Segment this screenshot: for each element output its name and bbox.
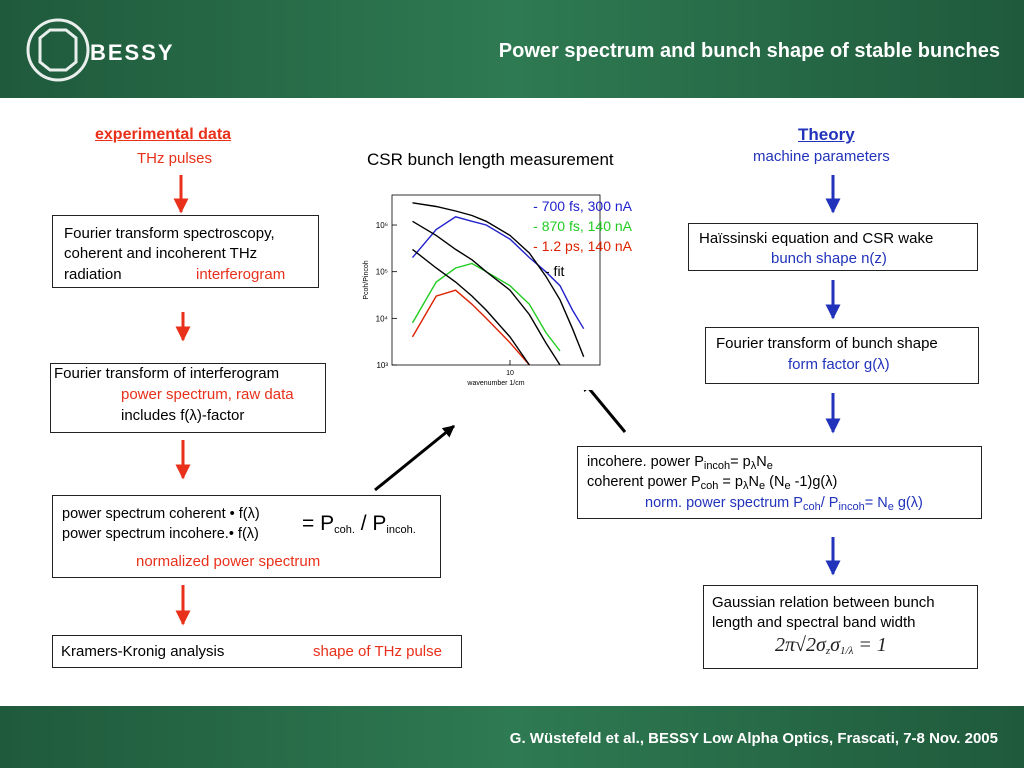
y-tick-label: 10⁴ [376,314,389,323]
subscript: coh [802,501,821,513]
heading: Theory [798,125,855,144]
y-tick-label: 10⁶ [376,221,388,230]
box-result: power spectrum, raw data [121,386,294,403]
box [50,363,326,433]
subscript: e [758,480,766,492]
subscript: incoh. [386,524,416,536]
logo-ring [26,18,90,82]
y-tick-label: 10³ [376,361,388,370]
formula-part: N [756,454,767,470]
box-result: interferogram [196,266,286,283]
box [52,215,319,288]
box [703,585,978,669]
subscript: e [784,480,791,492]
footer-band [0,706,1024,768]
numerator: power spectrum coherent • f(λ) [62,506,260,522]
subscript: e [887,501,894,513]
series-line [412,220,561,366]
x-axis-label: wavenumber 1/cm [466,380,524,387]
series-line [412,202,585,358]
subscript: z [825,645,831,657]
box-result: bunch shape n(z) [771,250,887,267]
box-text: Haïssinski equation and CSR wake [699,230,934,247]
subheading: THz pulses [137,150,213,167]
formula-part: 2π√2σ [775,634,826,656]
plot: 10³ 10⁴ 10⁵ 10⁶ 10 wavenumber 1/cm Pcoh/Pincoh… [363,198,633,387]
box-formula: incohere. power Pincoh= pλNe [587,454,773,472]
legend-entry: - 1.2 ps, 140 nA [533,238,633,254]
heading: experimental data [95,126,232,143]
x-tick-label: 10 [506,370,514,377]
box [52,495,441,578]
subscript: 1/λ [840,645,854,657]
box-text: Fourier transform spectroscopy, [64,225,275,242]
legend-entry: - fit [545,263,565,279]
subscript: e [766,460,773,472]
slide-title: Power spectrum and bunch shape of stable… [498,40,1000,62]
box-text: coherent and incoherent THz [64,245,258,262]
box [577,446,982,519]
plot-title: CSR bunch length measurement [367,150,614,169]
box-result: norm. power spectrum Pcoh/ Pincoh= Ne g(… [645,495,923,513]
series-line [411,289,530,366]
box-text: length and spectral band width [712,614,916,631]
formula-part: = N [864,495,888,511]
formula-part: = p [718,474,743,490]
legend-entry: - 700 fs, 300 nA [533,198,633,214]
series-line [411,216,585,330]
subscript: λ [750,460,757,472]
formula-part: / P [820,495,839,511]
subscript: λ [743,480,749,492]
formula-part: = p [730,454,751,470]
formula-part: = 1 [853,634,887,656]
flow-arrows [173,175,841,626]
box-text: Gaussian relation between bunch [712,594,935,611]
subscript: coh. [334,524,355,536]
subscript: incoh [838,501,865,513]
formula-part: coherent power P [587,474,701,490]
formula-part: = P [302,512,335,535]
subscript: coh [700,480,719,492]
box [705,327,979,384]
formula-part: σ [830,634,841,656]
header-band [0,0,1024,98]
box-result: form factor g(λ) [788,356,890,373]
gaussian-formula: 2π√2σzσ1/λ = 1 [775,634,887,657]
formula-part: / P [354,512,387,535]
y-tick-label: 10⁵ [376,268,388,277]
box [52,635,462,668]
series-line [412,248,530,366]
ratio-formula: = Pcoh. / Pincoh. [302,512,416,536]
plot-background [345,190,638,390]
formula-part: -1)g(λ) [790,474,838,490]
subscript: incoh [703,460,731,472]
subheading: machine parameters [753,148,890,165]
box-text: Kramers-Kronig analysis [61,643,225,660]
legend-entry: - 870 fs, 140 nA [533,218,633,234]
formula-part: N [748,474,759,490]
box-text: includes f(λ)-factor [121,407,245,424]
formula-part: norm. power spectrum P [645,495,803,511]
formula-part: g(λ) [893,495,923,511]
formula-part: incohere. power P [587,454,704,470]
footer-text: G. Wüstefeld et al., BESSY Low Alpha Opt… [509,730,998,747]
logo-text: BESSY [90,40,175,65]
box-formula: coherent power Pcoh = pλNe (Ne -1)g(λ) [587,474,837,492]
box [688,223,978,271]
box-text: radiation [64,266,122,283]
plot-frame [391,194,601,366]
box-result: normalized power spectrum [136,553,321,570]
box-text: Fourier transform of interferogram [54,365,280,382]
y-axis-label: Pcoh/Pincoh [363,260,370,299]
denominator: power spectrum incohere.• f(λ) [62,526,259,542]
box-result: shape of THz pulse [313,643,442,660]
box-text: Fourier transform of bunch shape [716,335,938,352]
formula-part: (N [765,474,785,490]
